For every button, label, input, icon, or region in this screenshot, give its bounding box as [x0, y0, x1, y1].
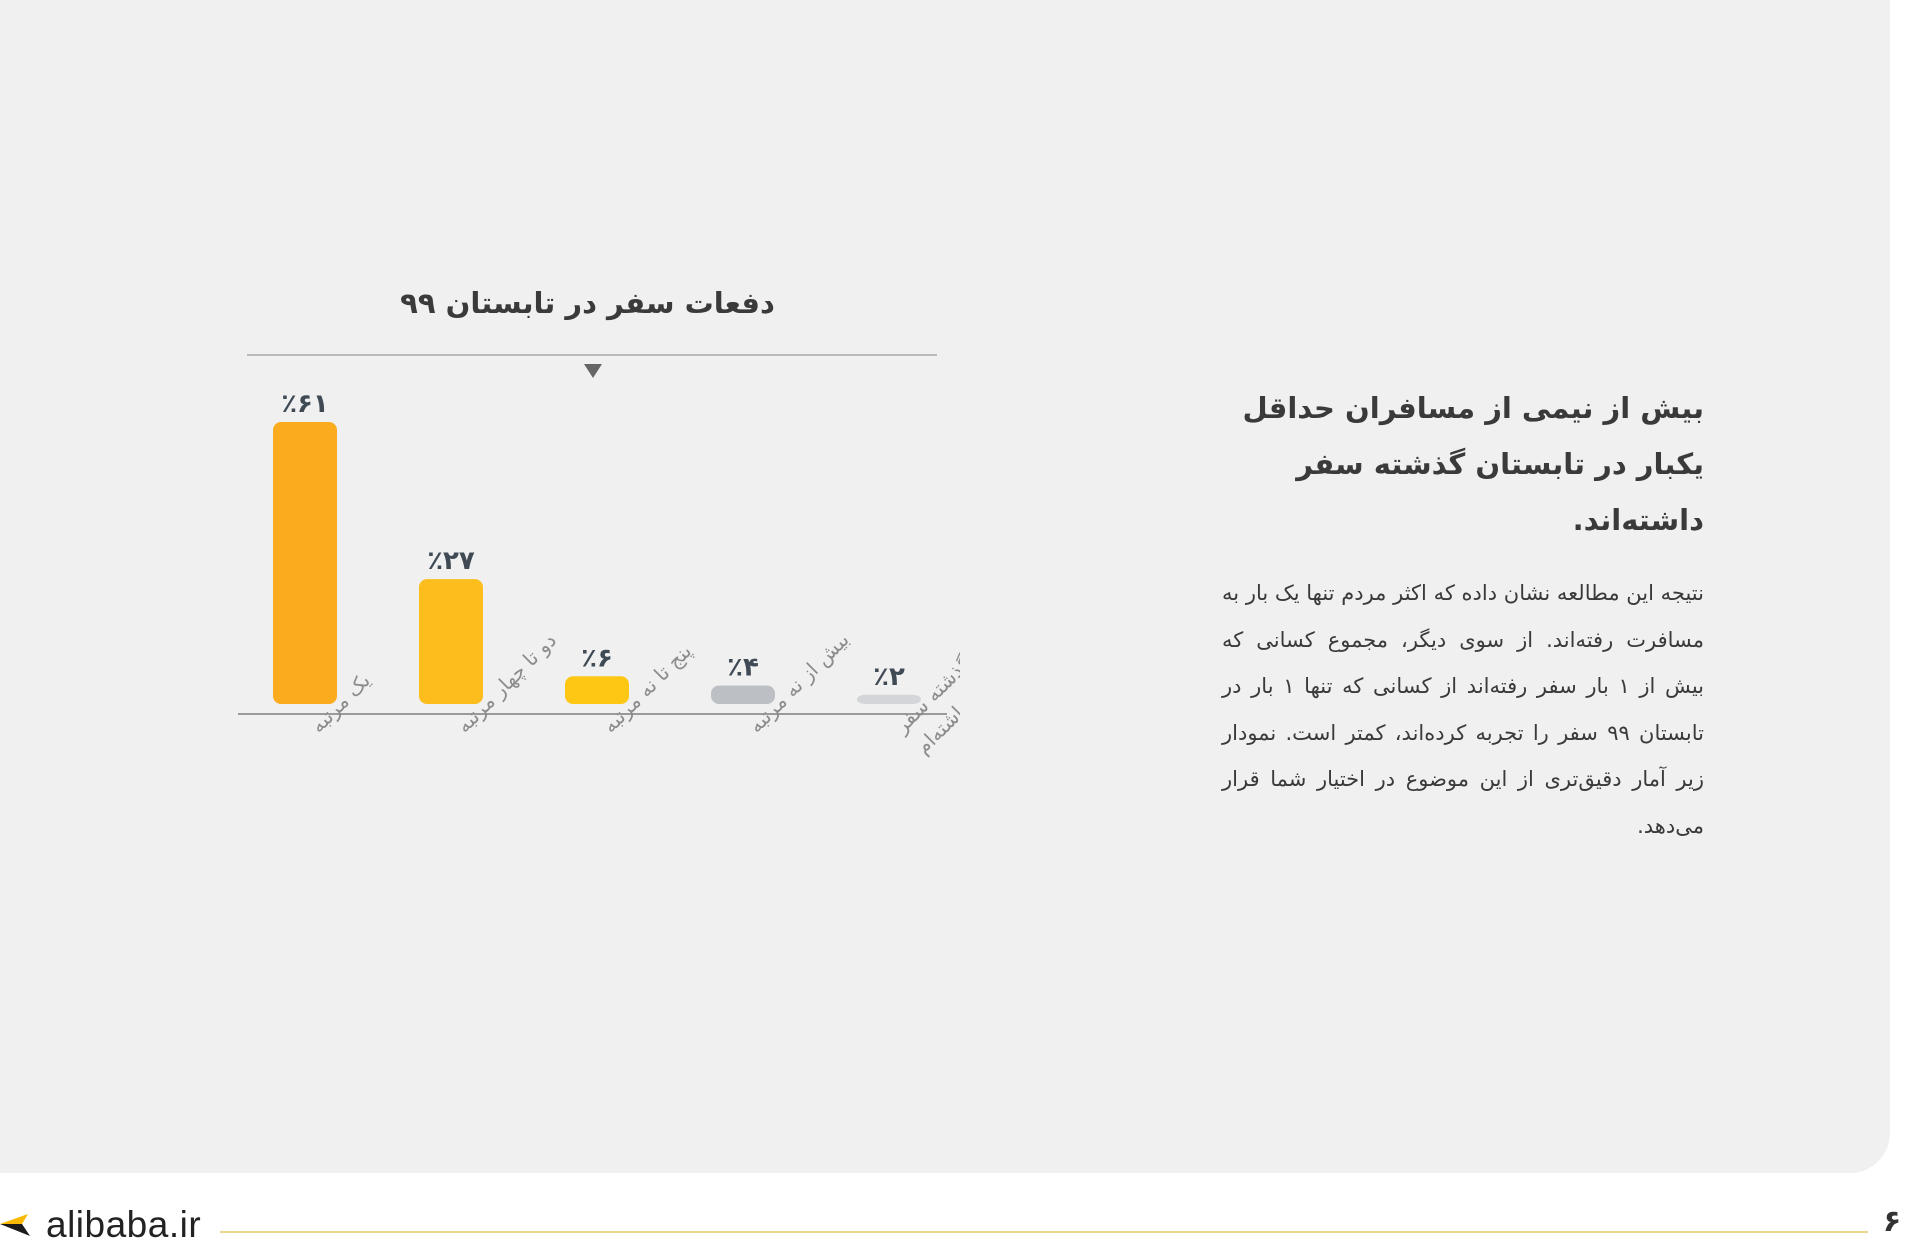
brand-name: alibaba.ir	[46, 1204, 202, 1245]
bar-chart: ٪۶۱٪۲۷٪۶ ٪۴ ٪۲ یک مرتبه دو تا چهار مرتبه پنج…	[238, 354, 960, 759]
bar-1	[273, 422, 337, 704]
bar-value-label: ٪۲۷	[427, 546, 475, 576]
bar-5	[857, 694, 921, 704]
bar-value-label: ٪۲	[873, 662, 905, 692]
bar-value-label: ٪۶۱	[281, 389, 329, 419]
page-footer: alibaba.ir ۶	[0, 1200, 1920, 1249]
triangle-down-icon	[584, 364, 602, 378]
bar-value-label: ٪۶	[581, 643, 613, 673]
footer-divider	[220, 1231, 1868, 1233]
bar-value-label: ٪۴	[727, 653, 759, 683]
alibaba-logo-icon	[0, 1214, 30, 1236]
bar-3	[565, 676, 629, 704]
chart-title: دفعات سفر در تابستان ۹۹	[400, 286, 775, 320]
text-block: بیش از نیمی از مسافران حداقل یکبار در تا…	[1222, 380, 1704, 849]
bar-2	[419, 579, 483, 704]
category-label-line: بیش از نه مرتبه	[744, 627, 854, 737]
bar-4	[711, 685, 775, 704]
body-paragraph: نتیجه این مطالعه نشان داده که اکثر مردم …	[1222, 581, 1705, 838]
category-label: بیش از نه مرتبه	[744, 627, 854, 737]
section-heading: بیش از نیمی از مسافران حداقل یکبار در تا…	[1242, 391, 1704, 537]
page-number: ۶	[1882, 1204, 1902, 1239]
